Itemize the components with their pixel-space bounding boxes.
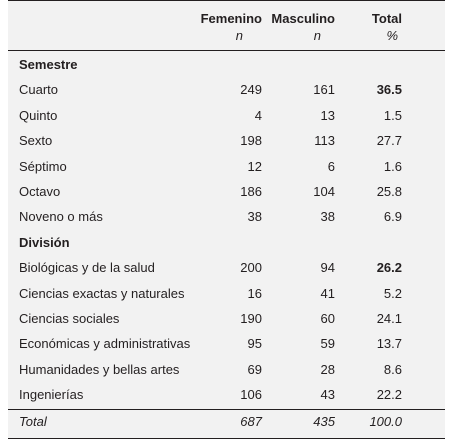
row-femenino: 106 <box>240 387 262 402</box>
table-row: Cuarto 249 161 36.5 <box>8 78 445 102</box>
row-label: Ciencias sociales <box>19 311 120 326</box>
row-total: 13.7 <box>376 336 402 351</box>
row-total: 24.1 <box>376 311 402 326</box>
row-label: Noveno o más <box>19 209 103 224</box>
table-row: Ciencias exactas y naturales 16 41 5.2 <box>8 282 445 306</box>
table-row: Séptimo 12 6 1.6 <box>8 155 445 179</box>
table-row: Biológicas y de la salud 200 94 26.2 <box>8 256 445 280</box>
row-label: Biológicas y de la salud <box>19 260 155 275</box>
row-femenino: 38 <box>247 209 262 224</box>
row-total: 26.2 <box>376 260 402 275</box>
row-label: Octavo <box>19 184 61 199</box>
row-total: 6.9 <box>383 209 402 224</box>
table-row: Quinto 4 13 1.5 <box>8 104 445 128</box>
row-masculino: 104 <box>313 184 335 199</box>
table-row: Ingenierías 106 43 22.2 <box>8 383 445 407</box>
row-femenino: 69 <box>247 362 262 377</box>
row-masculino: 59 <box>320 336 335 351</box>
table-row: Octavo 186 104 25.8 <box>8 180 445 204</box>
row-label: Sexto <box>19 133 53 148</box>
data-table: Femenino Masculino Total n n % Semestre C… <box>8 0 445 439</box>
total-row-masculino: 435 <box>313 414 335 429</box>
header-femenino: Femenino <box>200 11 262 26</box>
row-masculino: 13 <box>320 108 335 123</box>
row-masculino: 94 <box>320 260 335 275</box>
row-femenino: 200 <box>240 260 262 275</box>
row-femenino: 4 <box>254 108 262 123</box>
row-femenino: 16 <box>247 286 262 301</box>
row-label: Humanidades y bellas artes <box>19 362 180 377</box>
row-femenino: 190 <box>240 311 262 326</box>
table-row: Ciencias sociales 190 60 24.1 <box>8 307 445 331</box>
row-total: 1.6 <box>383 159 402 174</box>
row-label: Ciencias exactas y naturales <box>19 286 185 301</box>
row-total: 22.2 <box>376 387 402 402</box>
row-masculino: 60 <box>320 311 335 326</box>
section-title: División <box>19 235 70 250</box>
row-label: Quinto <box>19 108 58 123</box>
row-masculino: 38 <box>320 209 335 224</box>
total-row-femenino: 687 <box>240 414 262 429</box>
total-row-total: 100.0 <box>369 414 402 429</box>
row-total: 36.5 <box>376 82 402 97</box>
header-total: Total <box>371 11 402 26</box>
section-title: Semestre <box>19 57 78 72</box>
table-row: Sexto 198 113 27.7 <box>8 129 445 153</box>
row-total: 25.8 <box>376 184 402 199</box>
row-label: Cuarto <box>19 82 59 97</box>
row-femenino: 198 <box>240 133 262 148</box>
table-row: Económicas y administrativas 95 59 13.7 <box>8 332 445 356</box>
row-femenino: 95 <box>247 336 262 351</box>
row-label: Séptimo <box>19 159 67 174</box>
row-masculino: 113 <box>314 133 335 148</box>
row-label: Ingenierías <box>19 387 84 402</box>
total-divider <box>8 409 445 410</box>
row-masculino: 28 <box>320 362 335 377</box>
table-row: Noveno o más 38 38 6.9 <box>8 205 445 229</box>
header-divider <box>8 50 445 51</box>
row-total: 1.5 <box>383 108 402 123</box>
table-row: Humanidades y bellas artes 69 28 8.6 <box>8 358 445 382</box>
total-row: Total 687 435 100.0 <box>8 410 445 434</box>
row-femenino: 186 <box>240 184 262 199</box>
header-masculino-sub: n <box>313 28 321 43</box>
row-total: 5.2 <box>383 286 402 301</box>
row-masculino: 41 <box>320 286 335 301</box>
header-total-sub: % <box>386 28 398 43</box>
header-masculino: Masculino <box>271 11 335 26</box>
row-femenino: 249 <box>240 82 262 97</box>
row-masculino: 161 <box>313 82 335 97</box>
row-total: 27.7 <box>376 133 402 148</box>
total-row-label: Total <box>19 414 47 429</box>
row-total: 8.6 <box>383 362 402 377</box>
header-femenino-sub: n <box>235 28 243 43</box>
row-femenino: 12 <box>247 159 262 174</box>
section-header: División <box>8 231 445 255</box>
section-header: Semestre <box>8 53 445 77</box>
row-masculino: 6 <box>327 159 335 174</box>
row-masculino: 43 <box>320 387 335 402</box>
row-label: Económicas y administrativas <box>19 336 191 351</box>
